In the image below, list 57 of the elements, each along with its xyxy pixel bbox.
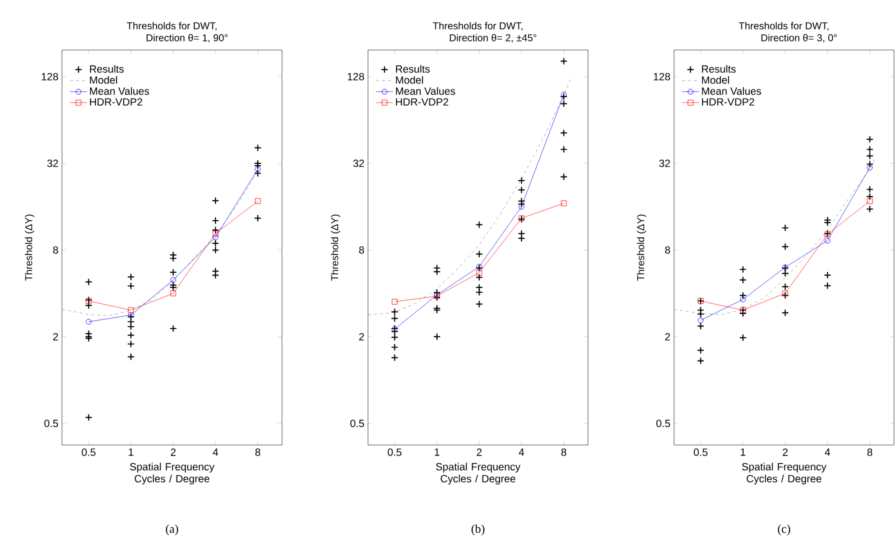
x-tick-label: 0.5 <box>82 448 96 456</box>
legend-label: Results <box>396 65 430 73</box>
chart-subtitle: Direction θ= 1, 90° <box>146 34 228 43</box>
chart-title: Thresholds for DWT, <box>126 22 216 31</box>
y-axis-title: Threshold (ΔY) <box>330 214 340 281</box>
y-tick-label: 2 <box>53 333 58 340</box>
text: (b) <box>472 524 484 536</box>
legend-label: Mean Values <box>396 87 456 95</box>
x-tick-label: 8 <box>867 448 872 456</box>
text: (a) <box>166 524 178 536</box>
y-tick-label: 8 <box>53 246 58 254</box>
x-tick-label: 1 <box>434 448 440 456</box>
x-tick-label: 1 <box>740 448 746 456</box>
y-tick-label: 128 <box>42 72 58 80</box>
legend-label: HDR-VDP2 <box>702 98 754 106</box>
legend-label: Model <box>702 76 729 84</box>
chart-subtitle: Direction θ= 3, 0° <box>761 34 837 43</box>
y-tick-label: 128 <box>348 72 364 80</box>
x-axis-title: Spatial Frequency Cycles / Degree <box>436 462 520 484</box>
x-tick-label: 2 <box>170 448 176 456</box>
x-tick-label: 4 <box>824 448 830 456</box>
x-tick-label: 1 <box>128 448 134 456</box>
x-tick-label: 4 <box>212 448 218 456</box>
y-tick-label: 2 <box>665 333 670 340</box>
legend-label: Model <box>90 76 117 84</box>
y-tick-label: 8 <box>665 246 670 254</box>
x-axis-title: Spatial Frequency Cycles / Degree <box>130 462 214 484</box>
y-tick-label: 2 <box>359 333 364 340</box>
y-tick-label: 0.5 <box>44 420 58 428</box>
y-tick-label: 0.5 <box>656 420 670 428</box>
y-tick-label: 32 <box>353 160 364 168</box>
x-tick-label: 8 <box>255 448 260 456</box>
x-tick-label: 8 <box>561 448 566 456</box>
legend-label: HDR-VDP2 <box>396 98 448 106</box>
legend-label: Mean Values <box>90 87 150 95</box>
chart-title: Thresholds for DWT, <box>432 22 523 31</box>
x-tick-label: 2 <box>782 448 788 456</box>
y-axis-title: Threshold (ΔY) <box>24 214 34 281</box>
x-tick-label: 2 <box>476 448 482 456</box>
y-tick-label: 128 <box>654 72 670 80</box>
legend-label: HDR-VDP2 <box>90 98 142 106</box>
chart-title: Thresholds for DWT, <box>738 22 829 31</box>
y-tick-label: 32 <box>47 160 58 168</box>
text: (c) <box>778 524 790 536</box>
x-axis-title: Spatial Frequency Cycles / Degree <box>742 462 826 484</box>
y-tick-label: 0.5 <box>350 420 364 428</box>
legend-label: Results <box>90 65 124 73</box>
legend-label: Results <box>702 65 736 73</box>
chart-subtitle: Direction θ= 2, ±45° <box>450 34 536 43</box>
x-tick-label: 0.5 <box>694 448 708 456</box>
x-tick-label: 4 <box>518 448 524 456</box>
y-tick-label: 32 <box>659 160 670 168</box>
legend-label: Mean Values <box>702 87 762 95</box>
y-axis-title: Threshold (ΔY) <box>636 214 646 281</box>
y-tick-label: 8 <box>359 246 364 254</box>
legend-label: Model <box>396 76 423 84</box>
x-tick-label: 0.5 <box>388 448 402 456</box>
